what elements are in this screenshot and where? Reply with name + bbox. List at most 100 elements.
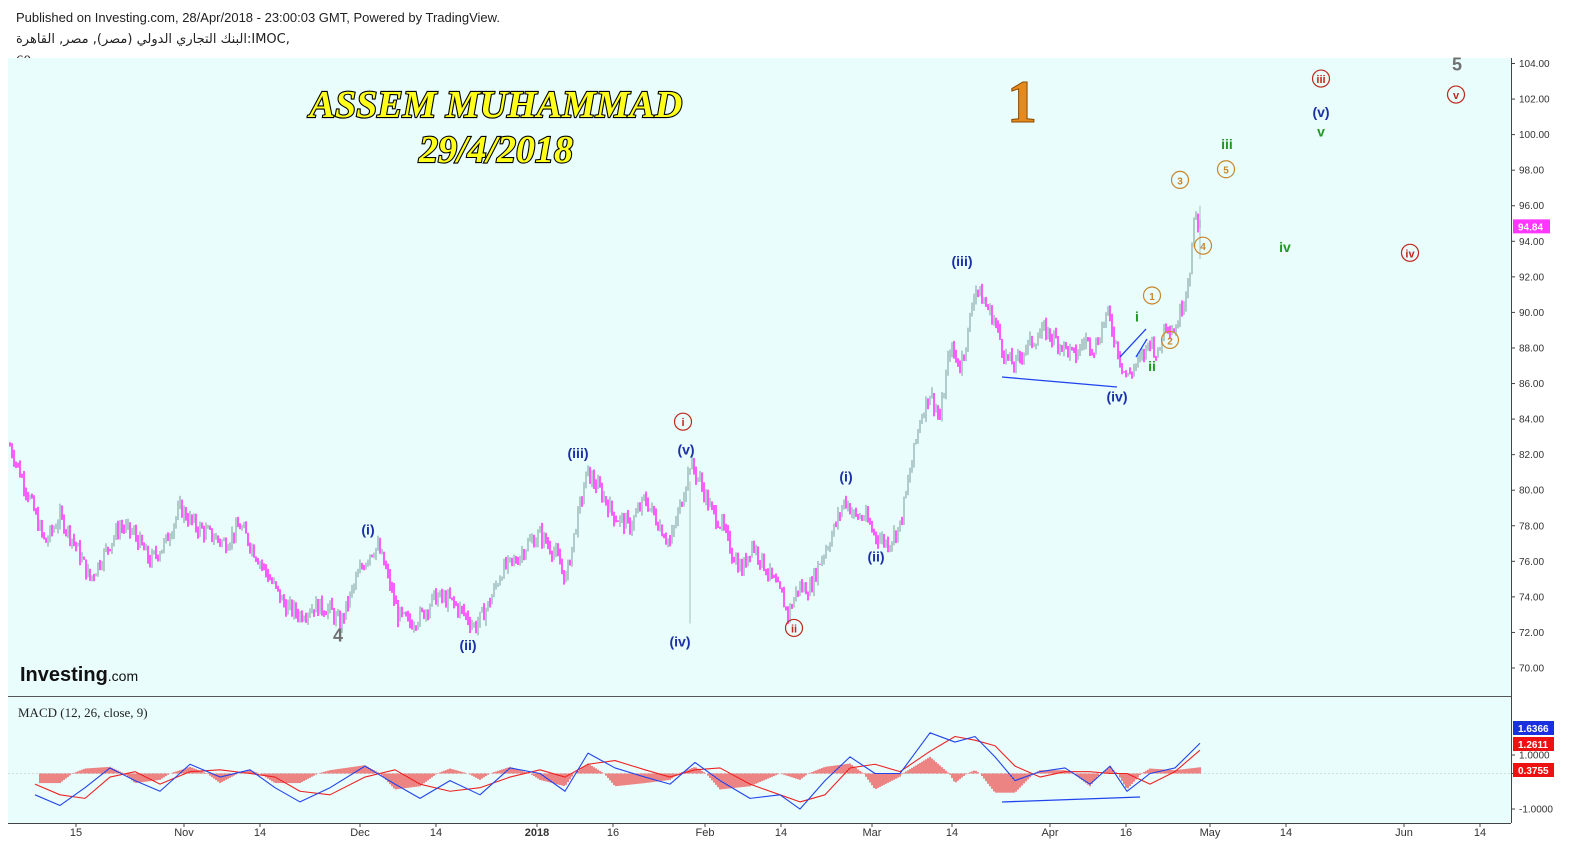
time-tick-label: Jun (1395, 827, 1413, 839)
macd-tick-label: -1.0000 (1519, 805, 1553, 816)
price-tick-label: 78.00 (1519, 521, 1544, 532)
time-tick-label: 16 (1120, 827, 1132, 839)
time-tick-label: 14 (946, 827, 958, 839)
wave-label-circle (673, 412, 693, 431)
time-tick-label: Mar (863, 827, 882, 839)
wave-label: (v) (677, 442, 694, 458)
price-tick-label: 72.00 (1519, 628, 1544, 639)
price-tick-label: 84.00 (1519, 415, 1544, 426)
trendline-wave-i (1119, 328, 1147, 358)
macd-divergence-line (1001, 796, 1141, 803)
wave-label: ii (1148, 358, 1156, 374)
wave-label: (ii) (867, 548, 884, 564)
time-tick-label: 14 (1280, 827, 1292, 839)
price-tick-label: 86.00 (1519, 379, 1544, 390)
trendline-iv (1001, 376, 1118, 388)
wave-label-circle (1446, 85, 1466, 104)
wave-label: (iii) (568, 445, 589, 461)
macd-value: 1.6366 (1518, 724, 1549, 735)
investing-logo: Investing.com (20, 664, 138, 686)
wave-label: (iv) (1107, 388, 1128, 404)
svg-text:Investing.com: Investing.com (20, 664, 138, 686)
time-tick-label: Dec (350, 827, 370, 839)
price-axis: 104.00 102.00 100.00 98.00 96.00 94.00 92.00 90… (1511, 59, 1550, 675)
time-tick-label: 14 (775, 827, 787, 839)
signal-value: 1.2611 (1518, 740, 1548, 751)
price-tick-label: 70.00 (1519, 664, 1544, 675)
signal-line (34, 735, 1201, 803)
elliott-wave-labels: 4(i)(ii)(iii)(iv)(v)iii(i)(ii)(iii)(iv)i… (333, 55, 1466, 653)
wave-label: 5 (1452, 55, 1462, 75)
big-number-watermark: 1 (1007, 69, 1037, 135)
price-bars (9, 205, 1201, 636)
wave-label-circle (1216, 160, 1236, 179)
time-tick-label: Apr (1041, 827, 1058, 839)
price-tick-label: 94.00 (1519, 237, 1544, 248)
time-axis: 15 Nov 14 Dec 14 2018 16 Feb 14 Mar 14 Apr 16 May 14 Ju… (70, 823, 1486, 839)
wave-label: iii (1221, 136, 1233, 152)
price-tick-label: 80.00 (1519, 486, 1544, 497)
price-tick-label: 96.00 (1519, 201, 1544, 212)
wave-label-circle (1400, 243, 1420, 262)
logo-main: Investing (20, 664, 108, 686)
wave-label-circle (1142, 286, 1162, 305)
wave-label: (iv) (670, 634, 691, 650)
time-tick-label: 16 (607, 827, 619, 839)
wave-label: ii (791, 623, 797, 635)
published-note: Published on Investing.com, 28/Apr/2018 … (16, 10, 500, 25)
wave-label-circle (1193, 236, 1213, 255)
time-tick-label: Feb (696, 827, 715, 839)
last-price-value: 94.84 (1518, 222, 1543, 233)
price-tick-label: 74.00 (1519, 592, 1544, 603)
wave-label: 3 (1177, 176, 1183, 187)
wave-label: (iii) (952, 253, 973, 269)
wave-label: 1 (1149, 292, 1155, 303)
time-tick-label: 2018 (525, 827, 549, 839)
wave-label: iii (1316, 74, 1325, 86)
wave-label: i (1135, 308, 1139, 324)
price-tick-label: 82.00 (1519, 450, 1544, 461)
symbol-title: البنك التجاري الدولي (مصر), مصر, القاهرة… (16, 32, 290, 47)
price-tick-label: 90.00 (1519, 308, 1544, 319)
wave-label: (i) (839, 468, 852, 484)
price-tick-label: 104.00 (1519, 59, 1550, 70)
time-tick-label: 14 (430, 827, 442, 839)
wave-label: 4 (333, 625, 343, 645)
last-price-tag: 94.84 (1513, 219, 1550, 234)
wave-label-circle (1311, 69, 1331, 88)
price-tick-label: 92.00 (1519, 272, 1544, 283)
time-tick-label: 14 (1474, 827, 1486, 839)
trendline-wave-ii (1135, 338, 1148, 358)
wave-label: 4 (1200, 242, 1206, 253)
macd-title: MACD (12, 26, close, 9) (18, 705, 148, 720)
histogram-value: 0.3755 (1518, 766, 1549, 777)
time-tick-label: May (1200, 827, 1221, 839)
time-tick-label: 14 (254, 827, 266, 839)
wave-label: 5 (1223, 166, 1229, 177)
logo-suffix: .com (108, 668, 138, 684)
author-watermark: ASSEM MUHAMMAD 29/4/2018 (307, 83, 684, 172)
wave-label: v (1453, 90, 1460, 102)
wave-label-circle (1160, 330, 1180, 350)
price-tick-label: 102.00 (1519, 95, 1550, 106)
macd-axis: 1.00000.0000-1.0000 (1511, 751, 1553, 816)
time-tick-label: Nov (174, 827, 194, 839)
wave-label: v (1317, 123, 1325, 139)
wave-label-circle (1170, 170, 1190, 189)
macd-indicator (8, 732, 1511, 810)
time-tick-label: 15 (70, 827, 82, 839)
macd-tick-label: 1.0000 (1519, 751, 1550, 762)
wave-label: (ii) (459, 637, 476, 653)
wave-label: 2 (1167, 336, 1173, 347)
wave-label: (i) (361, 522, 374, 538)
price-tick-label: 76.00 (1519, 557, 1544, 568)
wave-label-circle (784, 618, 804, 638)
price-tick-label: 98.00 (1519, 166, 1544, 177)
wave-label: iv (1405, 248, 1415, 260)
wave-label: (v) (1312, 104, 1329, 120)
price-pane-bg (8, 58, 1511, 696)
macd-value-tags: 1.6366 1.2611 0.3755 (1513, 721, 1554, 777)
price-tick-label: 100.00 (1519, 130, 1550, 141)
macd-pane-bg (8, 697, 1511, 823)
